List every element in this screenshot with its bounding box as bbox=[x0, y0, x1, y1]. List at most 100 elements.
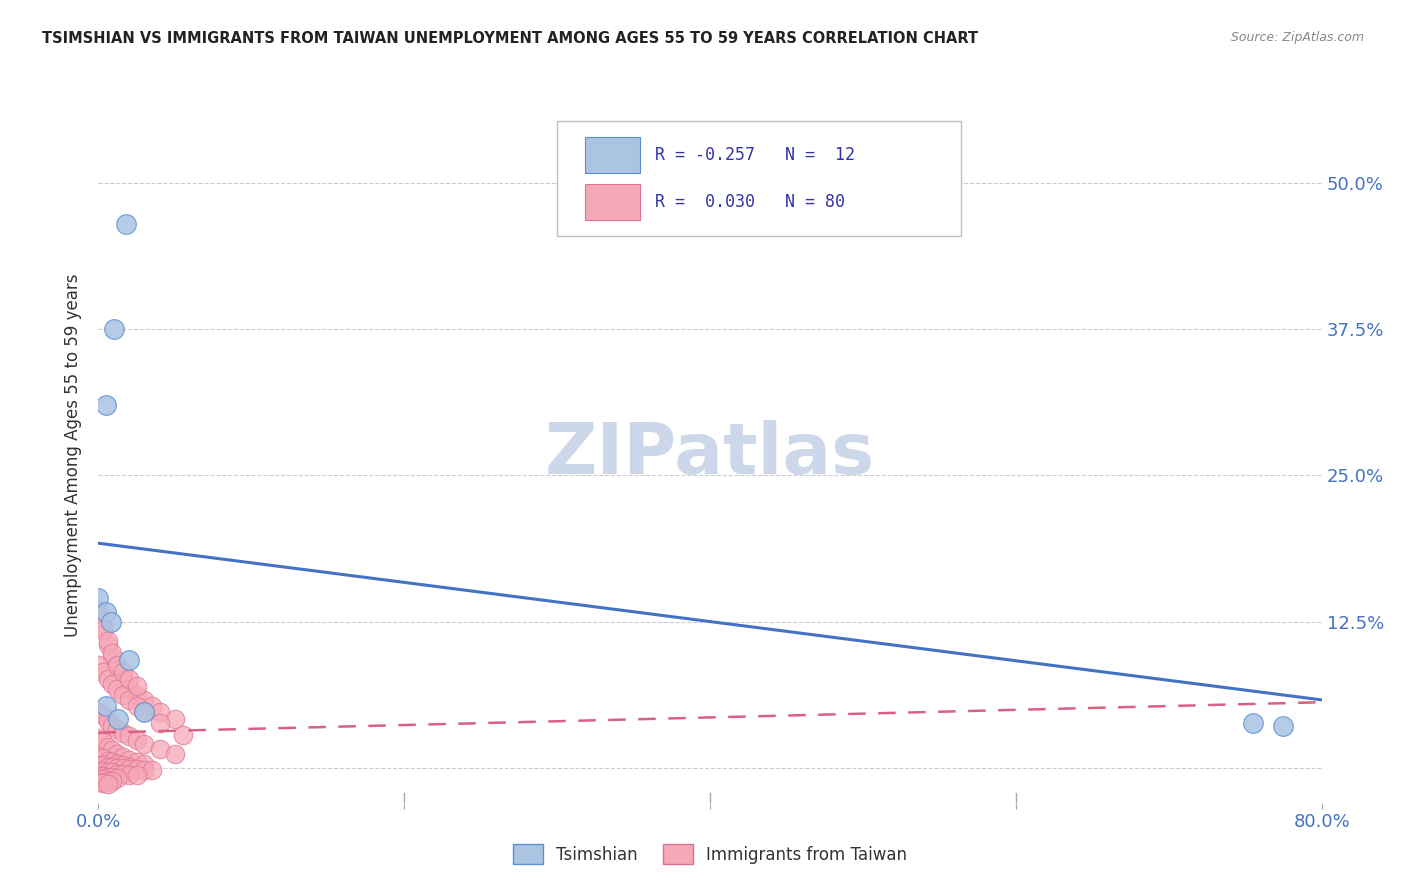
Point bbox=[125, 732, 148, 747]
Bar bbox=[585, 184, 640, 219]
Text: TSIMSHIAN VS IMMIGRANTS FROM TAIWAN UNEMPLOYMENT AMONG AGES 55 TO 59 YEARS CORRE: TSIMSHIAN VS IMMIGRANTS FROM TAIWAN UNEM… bbox=[42, 31, 979, 46]
Point bbox=[111, 673, 134, 687]
Point bbox=[91, 623, 114, 637]
Point bbox=[118, 729, 141, 743]
Point bbox=[125, 762, 148, 776]
Point bbox=[134, 763, 156, 777]
Point bbox=[125, 755, 148, 769]
Point bbox=[105, 761, 128, 775]
Point bbox=[163, 712, 186, 726]
Point bbox=[87, 611, 110, 625]
Point bbox=[101, 773, 124, 788]
Point bbox=[87, 705, 110, 719]
Point bbox=[97, 754, 120, 768]
Point bbox=[134, 705, 156, 719]
Point bbox=[118, 759, 141, 773]
Point bbox=[101, 759, 124, 773]
Text: R =  0.030   N = 80: R = 0.030 N = 80 bbox=[655, 193, 845, 211]
Point bbox=[118, 768, 141, 782]
Point bbox=[94, 398, 117, 412]
Point bbox=[1241, 716, 1264, 731]
Point bbox=[101, 743, 124, 757]
Y-axis label: Unemployment Among Ages 55 to 59 years: Unemployment Among Ages 55 to 59 years bbox=[65, 273, 83, 637]
Point bbox=[118, 693, 141, 707]
Point bbox=[87, 774, 110, 789]
Point bbox=[149, 705, 172, 719]
Point bbox=[134, 693, 156, 707]
Point bbox=[87, 657, 110, 672]
Point bbox=[87, 764, 110, 779]
Point bbox=[111, 665, 134, 679]
Point bbox=[91, 776, 114, 790]
Point bbox=[91, 764, 114, 779]
Legend: Tsimshian, Immigrants from Taiwan: Tsimshian, Immigrants from Taiwan bbox=[506, 838, 914, 871]
Text: ZIPatlas: ZIPatlas bbox=[546, 420, 875, 490]
Point bbox=[101, 718, 124, 732]
Point bbox=[111, 758, 134, 772]
Point bbox=[103, 322, 125, 336]
Point bbox=[91, 735, 114, 749]
Point bbox=[91, 751, 114, 765]
Point bbox=[97, 773, 120, 788]
Point bbox=[125, 679, 148, 693]
Point bbox=[91, 769, 114, 783]
Point bbox=[105, 757, 128, 772]
Point bbox=[94, 698, 117, 713]
Point bbox=[97, 777, 120, 791]
Point bbox=[101, 676, 124, 690]
Point bbox=[149, 742, 172, 756]
Point bbox=[101, 770, 124, 784]
Point bbox=[97, 638, 120, 652]
Bar bbox=[585, 137, 640, 173]
Point bbox=[172, 728, 194, 742]
Point bbox=[115, 217, 138, 231]
Point bbox=[105, 682, 128, 697]
Point bbox=[97, 634, 120, 648]
Point bbox=[111, 725, 134, 739]
Point bbox=[141, 763, 163, 777]
Text: Source: ZipAtlas.com: Source: ZipAtlas.com bbox=[1230, 31, 1364, 45]
Point bbox=[97, 770, 120, 784]
Point bbox=[105, 771, 128, 785]
Point bbox=[134, 705, 156, 719]
Point bbox=[1272, 718, 1295, 732]
Point bbox=[97, 759, 120, 773]
Point bbox=[125, 698, 148, 713]
Point bbox=[118, 762, 141, 776]
Point bbox=[97, 672, 120, 686]
Point bbox=[94, 605, 117, 619]
FancyBboxPatch shape bbox=[557, 121, 960, 235]
Point bbox=[87, 758, 110, 772]
Point bbox=[87, 591, 110, 606]
Point bbox=[101, 646, 124, 660]
Point bbox=[134, 757, 156, 772]
Point bbox=[111, 761, 134, 775]
Text: R = -0.257   N =  12: R = -0.257 N = 12 bbox=[655, 146, 855, 164]
Point bbox=[105, 747, 128, 761]
Point bbox=[97, 739, 120, 754]
Point bbox=[87, 603, 110, 617]
Point bbox=[118, 752, 141, 766]
Point bbox=[91, 665, 114, 679]
Point bbox=[118, 672, 141, 686]
Point bbox=[163, 747, 186, 761]
Point bbox=[100, 615, 122, 629]
Point bbox=[111, 750, 134, 764]
Point bbox=[105, 661, 128, 675]
Point bbox=[149, 716, 172, 731]
Point bbox=[105, 766, 128, 780]
Point bbox=[87, 749, 110, 764]
Point bbox=[91, 758, 114, 772]
Point bbox=[105, 722, 128, 736]
Point bbox=[107, 712, 129, 726]
Point bbox=[118, 653, 141, 667]
Point bbox=[87, 772, 110, 787]
Point bbox=[125, 688, 148, 702]
Point bbox=[118, 681, 141, 696]
Point bbox=[91, 708, 114, 723]
Point bbox=[97, 714, 120, 728]
Point bbox=[125, 768, 148, 782]
Point bbox=[134, 737, 156, 751]
Point bbox=[111, 766, 134, 780]
Point bbox=[101, 755, 124, 769]
